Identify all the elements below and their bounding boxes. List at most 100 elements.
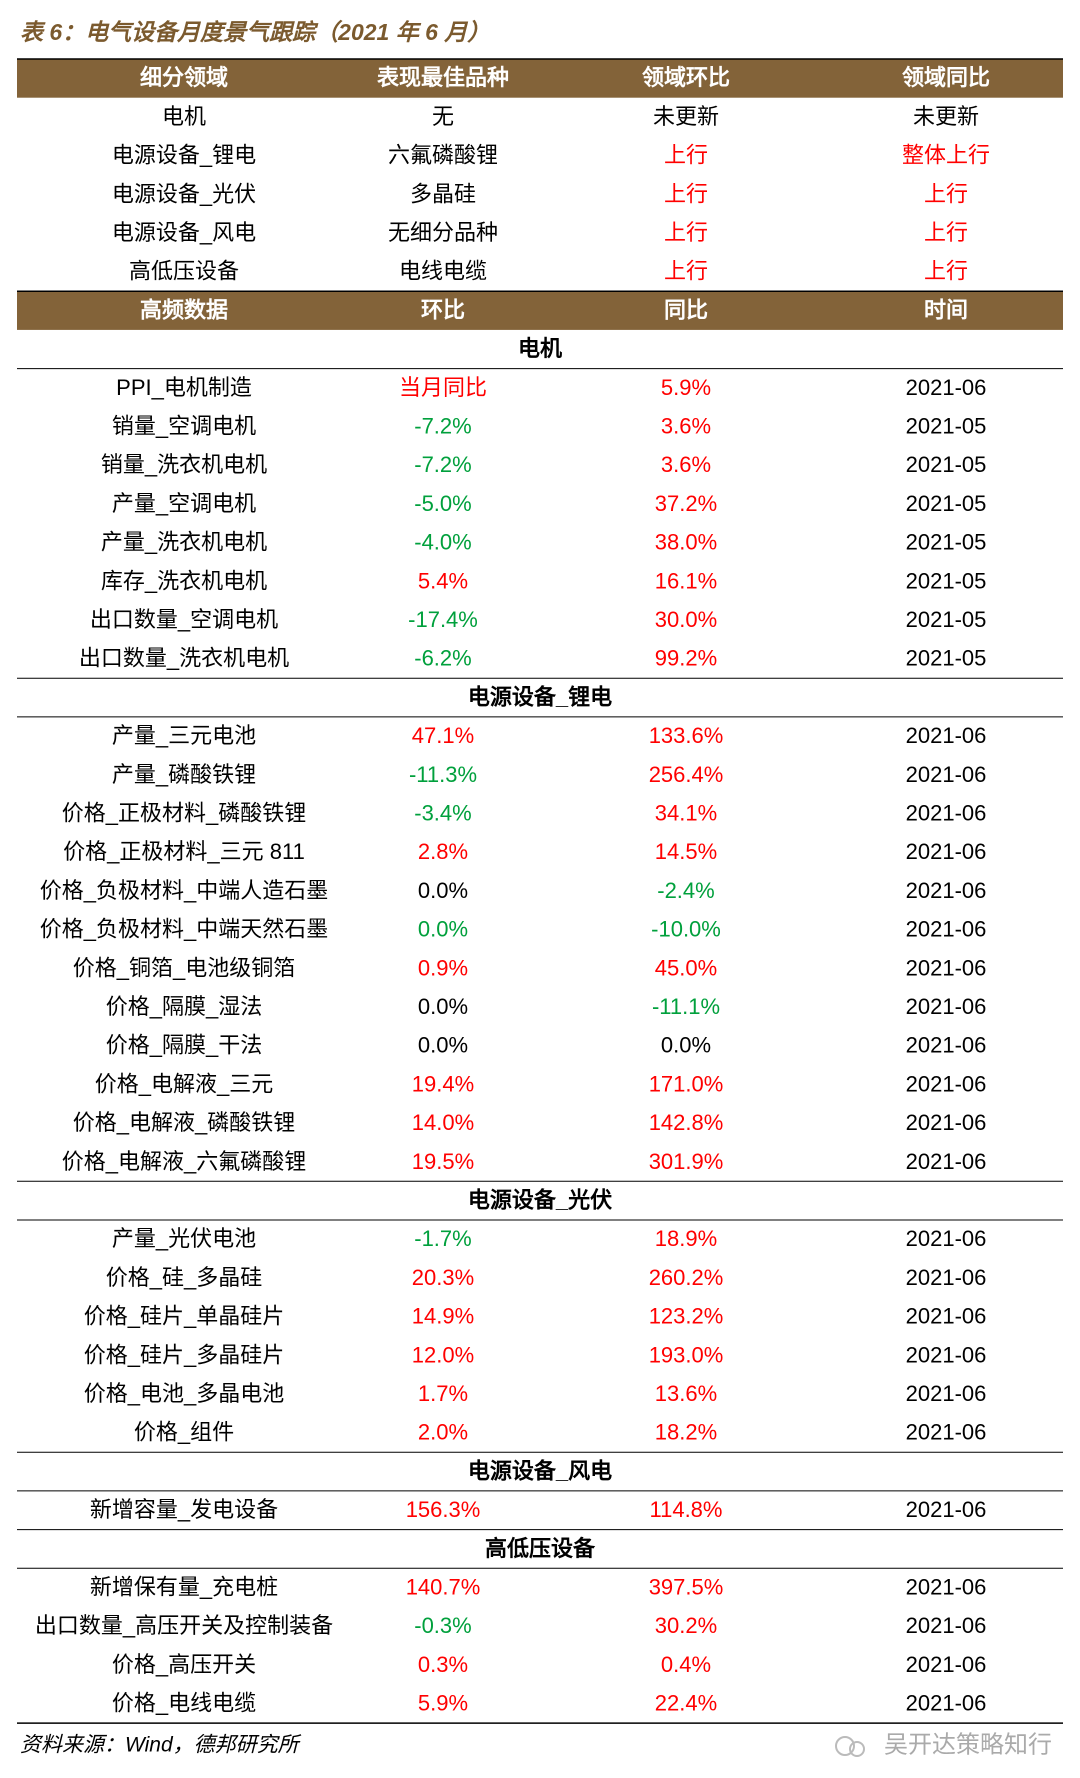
cell: 2021-05 <box>906 646 987 671</box>
cell: 19.5% <box>412 1149 474 1174</box>
cell: 2021-06 <box>906 1033 987 1058</box>
cell: 2021-06 <box>906 800 987 825</box>
cell: 0.3% <box>418 1652 468 1677</box>
cell: 价格_正极材料_磷酸铁锂 <box>62 800 306 825</box>
cell: 301.9% <box>649 1149 724 1174</box>
watermark-icon <box>835 1736 855 1756</box>
cell: 2021-06 <box>906 955 987 980</box>
cell: 0.0% <box>418 994 468 1019</box>
cell: 产量_三元电池 <box>112 723 256 748</box>
cell: 37.2% <box>655 491 717 516</box>
header-cell: 细分领域 <box>140 65 228 90</box>
cell: -5.0% <box>414 491 471 516</box>
source-note: 资料来源：Wind，德邦研究所 <box>20 1734 302 1757</box>
cell: 114.8% <box>650 1497 723 1522</box>
cell: 2021-06 <box>906 1652 987 1677</box>
cell: -7.2% <box>414 413 471 438</box>
section-title: 电机 <box>518 336 562 361</box>
cell: 销量_空调电机 <box>112 413 256 438</box>
cell: 价格_铜箔_电池级铜箔 <box>73 955 295 980</box>
cell: 0.9% <box>418 955 468 980</box>
cell: 2021-06 <box>906 723 987 748</box>
cell: 产量_空调电机 <box>112 491 256 516</box>
cell: -4.0% <box>414 530 471 555</box>
header-row <box>17 291 1063 330</box>
cell: 上行 <box>664 259 708 284</box>
cell: 价格_电池_多晶电池 <box>84 1381 284 1406</box>
cell: 出口数量_空调电机 <box>90 607 278 632</box>
cell: 价格_电解液_磷酸铁锂 <box>73 1110 295 1135</box>
header-cell: 高频数据 <box>140 297 228 322</box>
cell: -1.7% <box>414 1226 471 1251</box>
cell: -6.2% <box>414 646 471 671</box>
cell: 2021-06 <box>906 1110 987 1135</box>
cell: 产量_洗衣机电机 <box>101 530 267 555</box>
cell: 18.2% <box>655 1420 717 1445</box>
cell: 2021-06 <box>906 375 987 400</box>
cell: 电线电缆 <box>399 259 487 284</box>
cell: 2021-06 <box>906 1613 987 1638</box>
cell: 2021-06 <box>906 917 987 942</box>
cell: 2021-06 <box>906 1420 987 1445</box>
cell: 上行 <box>924 181 968 206</box>
cell: 2021-05 <box>906 607 987 632</box>
cell: 2021-06 <box>906 1497 987 1522</box>
cell: 133.6% <box>649 723 724 748</box>
cell: 上行 <box>924 220 968 245</box>
cell: 价格_电解液_三元 <box>95 1071 273 1096</box>
cell: 3.6% <box>661 452 711 477</box>
cell: 14.5% <box>655 839 717 864</box>
cell: 2.0% <box>418 1420 468 1445</box>
cell: 2021-05 <box>906 568 987 593</box>
section-title: 高低压设备 <box>485 1536 596 1561</box>
cell: 产量_光伏电池 <box>112 1226 256 1251</box>
cell: 电源设备_锂电 <box>112 143 256 168</box>
cell: 2021-05 <box>906 491 987 516</box>
cell: 0.0% <box>661 1033 711 1058</box>
cell: 20.3% <box>412 1265 474 1290</box>
cell: 2021-05 <box>906 452 987 477</box>
section-title: 电源设备_锂电 <box>468 684 612 709</box>
cell: 当月同比 <box>399 375 487 400</box>
watermark: 吴开达策略知行 <box>884 1731 1052 1758</box>
cell: 2021-06 <box>906 1342 987 1367</box>
cell: 上行 <box>664 181 708 206</box>
cell: 2021-06 <box>906 1226 987 1251</box>
cell: 3.6% <box>661 413 711 438</box>
cell: 5.4% <box>418 568 468 593</box>
cell: 22.4% <box>655 1691 717 1716</box>
cell: -11.1% <box>652 994 720 1019</box>
cell: -17.4% <box>408 607 478 632</box>
cell: 30.0% <box>655 607 717 632</box>
cell: 140.7% <box>406 1574 481 1599</box>
cell: 电源设备_风电 <box>112 220 256 245</box>
cell: 0.0% <box>418 878 468 903</box>
cell: 2021-06 <box>906 762 987 787</box>
cell: 171.0% <box>649 1071 724 1096</box>
cell: 2021-06 <box>906 1071 987 1096</box>
cell: -11.3% <box>409 762 477 787</box>
cell: -0.3% <box>414 1613 471 1638</box>
cell: 2021-06 <box>906 1574 987 1599</box>
table-title: 表 6：电气设备月度景气跟踪（2021 年 6 月） <box>20 19 490 45</box>
header-cell: 领域环比 <box>642 65 730 90</box>
cell: 2021-06 <box>906 1691 987 1716</box>
cell: 销量_洗衣机电机 <box>101 452 267 477</box>
cell: 99.2% <box>655 646 717 671</box>
cell: 30.2% <box>655 1613 717 1638</box>
cell: 新增容量_发电设备 <box>90 1497 278 1522</box>
cell: 34.1% <box>655 800 717 825</box>
section-title: 电源设备_风电 <box>468 1458 612 1483</box>
cell: 价格_负极材料_中端天然石墨 <box>40 917 328 942</box>
cell: 142.8% <box>649 1110 724 1135</box>
cell: 价格_负极材料_中端人造石墨 <box>40 878 328 903</box>
cell: 无细分品种 <box>388 220 498 245</box>
cell: 2.8% <box>418 839 468 864</box>
cell: 库存_洗衣机电机 <box>101 568 267 593</box>
cell: 上行 <box>664 220 708 245</box>
cell: 45.0% <box>655 955 717 980</box>
cell: 12.0% <box>412 1342 474 1367</box>
cell: 2021-05 <box>906 413 987 438</box>
